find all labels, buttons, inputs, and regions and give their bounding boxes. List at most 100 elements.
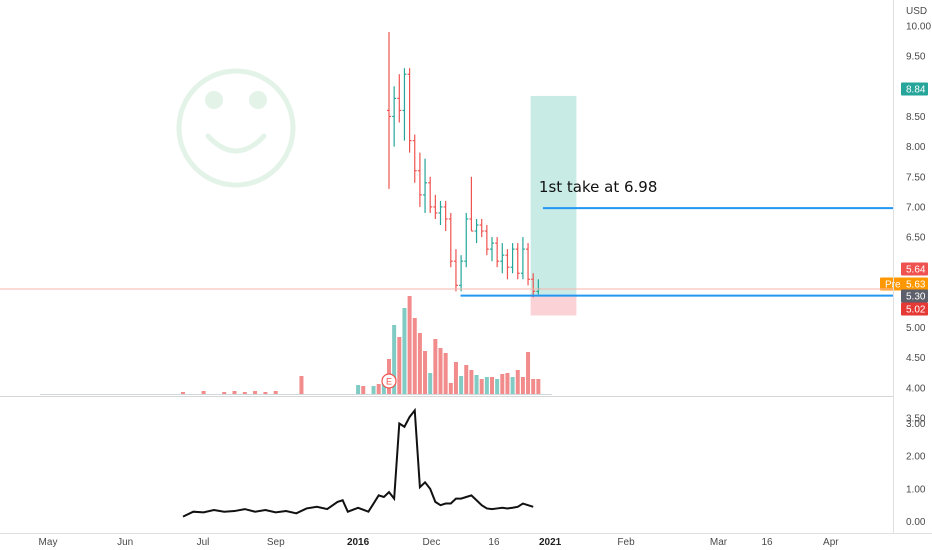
candle (490, 237, 494, 262)
volume-bar (201, 391, 206, 394)
volume-bar (490, 377, 494, 394)
price-badge: 5.02 (901, 302, 928, 316)
time-tick-label: May (39, 537, 58, 548)
candle (526, 243, 531, 286)
volume-bar (371, 386, 376, 394)
volume-bar (469, 370, 474, 394)
volume-bar (500, 374, 505, 394)
volume-bar (453, 362, 458, 394)
time-tick-label: Apr (823, 537, 839, 548)
price-tick-label: 7.50 (906, 172, 926, 183)
indicator-tick-label: 1.00 (906, 484, 926, 495)
candle (453, 249, 458, 292)
indicator-axis: 3.00 2.00 1.00 0.00 (906, 419, 926, 528)
price-badge-bg (901, 82, 928, 96)
price-badge-value: 5.64 (906, 265, 926, 276)
volume-bar (423, 351, 428, 394)
candle (392, 86, 397, 147)
time-tick-label: Dec (423, 537, 441, 548)
candle (417, 152, 422, 207)
candle (510, 243, 515, 274)
volume-bar (510, 377, 515, 394)
price-badge: 8.84 (901, 82, 928, 96)
price-badge-prefix-bg (880, 277, 902, 291)
candle (500, 243, 505, 274)
earnings-marker-label: E (386, 377, 392, 387)
price-tick-label: 8.50 (906, 112, 926, 123)
price-badge: 5.64 (901, 262, 928, 276)
stop-zone (530, 295, 577, 316)
price-badge-value: 8.84 (906, 85, 926, 96)
volume-bar (531, 379, 536, 394)
volume-bar (474, 375, 479, 394)
indicator-line (182, 407, 534, 518)
time-axis: May Jun Jul Sep 2016 Dec 16 2021 Feb Mar 16 Apr (39, 537, 840, 548)
time-tick-label: Jul (197, 537, 210, 548)
indicator-tick-label: 3.00 (906, 419, 926, 430)
volume-bar (459, 376, 464, 394)
smiley-watermark-icon (176, 68, 296, 188)
price-badge-bg (901, 302, 928, 316)
volume-bar (479, 379, 484, 394)
currency-label: USD (906, 6, 927, 17)
candle (469, 176, 474, 232)
smiley-eye-left (205, 91, 223, 109)
volume-bar (397, 337, 402, 394)
volume-bar (412, 318, 417, 394)
volume-bar (407, 296, 412, 394)
price-badge-value: 5.63 (906, 280, 926, 291)
volume-bar (417, 333, 422, 394)
time-tick-label: Mar (710, 537, 728, 548)
volume-bar (222, 392, 227, 394)
candle (505, 249, 510, 280)
volume-bar (464, 365, 469, 394)
volume-bar (376, 384, 381, 394)
price-badge: 5.30 (901, 289, 928, 303)
volume-bar (381, 382, 386, 394)
candle (397, 74, 402, 123)
volume-bar (392, 325, 397, 394)
candle (443, 200, 448, 232)
candle (531, 273, 536, 298)
volume-bar (484, 377, 489, 394)
candle (423, 158, 428, 213)
price-tick-label: 10.00 (906, 22, 931, 33)
level-lines (460, 207, 893, 297)
candle (448, 212, 453, 268)
price-tick-label: 4.50 (906, 353, 926, 364)
annotation-text: 1st take at 6.98 (539, 178, 657, 196)
time-tick-label: 2021 (539, 537, 562, 548)
time-tick-label: 2016 (347, 537, 370, 548)
indicator-tick-label: 2.00 (906, 452, 926, 463)
candle (515, 243, 520, 280)
candle (484, 225, 489, 256)
smiley-face (176, 68, 296, 188)
indicator-tick-label: 0.00 (906, 517, 926, 528)
candle (479, 218, 484, 238)
volume-bar (299, 376, 304, 394)
smiley-mouth (205, 133, 267, 154)
price-tick-label: 6.50 (906, 233, 926, 244)
volume-bar (428, 373, 433, 394)
position-zones (530, 95, 577, 316)
candle (428, 176, 433, 213)
price-badge-bg (901, 289, 928, 303)
price-tick-label: 3.50 (906, 414, 926, 425)
indicator-pane (182, 407, 534, 518)
volume-bar (242, 392, 247, 394)
candle (459, 255, 464, 292)
volume-bar (232, 391, 237, 394)
price-badge-bg (901, 277, 928, 291)
volume-bar (443, 353, 448, 394)
price-tick-label: 5.00 (906, 323, 926, 334)
candle (495, 237, 500, 268)
time-tick-label: Jun (117, 537, 133, 548)
volume-bars: E (40, 296, 552, 395)
volume-bar (361, 386, 366, 394)
price-badge-value: 5.02 (906, 305, 926, 316)
volume-bar (505, 373, 510, 394)
candle (407, 68, 412, 153)
price-tick-label: 4.00 (906, 383, 926, 394)
volume-bar (515, 370, 520, 394)
